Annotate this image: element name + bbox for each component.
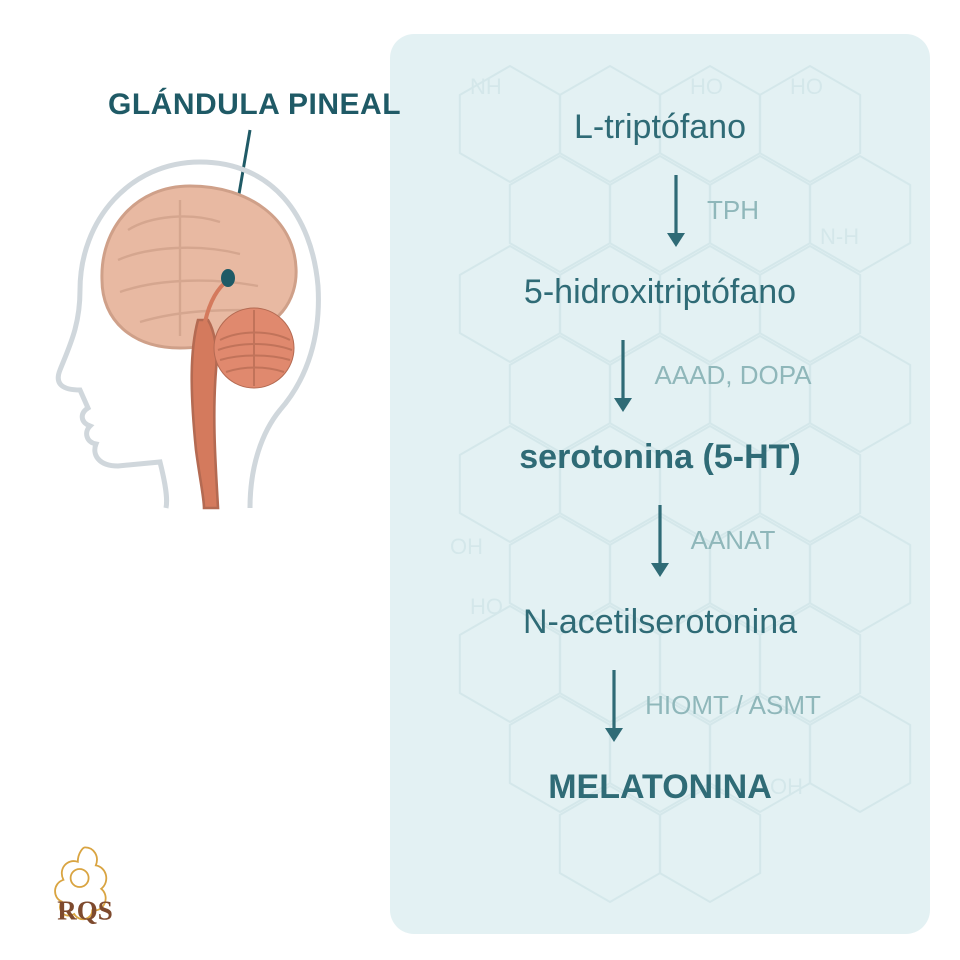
pathway-compound: L-triptófano (574, 108, 746, 147)
arrow-down-icon (661, 173, 691, 247)
brain-illustration (40, 150, 340, 510)
biosynthesis-pathway: L-triptófano TPH 5-hidroxitriptófano AAAD, … (390, 90, 930, 825)
svg-text:RQS: RQS (57, 895, 113, 925)
pathway-enzyme-label: HIOMT / ASMT (645, 690, 821, 721)
arrow-down-icon (599, 668, 629, 742)
pathway-compound: 5-hidroxitriptófano (524, 273, 796, 312)
arrow-down-icon (645, 503, 675, 577)
pathway-enzyme-label: TPH (707, 195, 759, 226)
brand-logo: RQS (40, 842, 130, 932)
pathway-arrow-row: AAAD, DOPA (390, 338, 930, 412)
pathway-compound: MELATONINA (548, 768, 772, 807)
pathway-enzyme-label: AAAD, DOPA (654, 360, 811, 391)
pathway-arrow-row: TPH (390, 173, 930, 247)
pathway-arrow-row: AANAT (390, 503, 930, 577)
pathway-compound: N-acetilserotonina (523, 603, 797, 642)
pathway-enzyme-label: AANAT (691, 525, 776, 556)
diagram-title: GLÁNDULA PINEAL (108, 88, 401, 122)
pathway-arrow-row: HIOMT / ASMT (390, 668, 930, 742)
arrow-down-icon (608, 338, 638, 412)
pathway-compound: serotonina (5-HT) (519, 438, 800, 477)
